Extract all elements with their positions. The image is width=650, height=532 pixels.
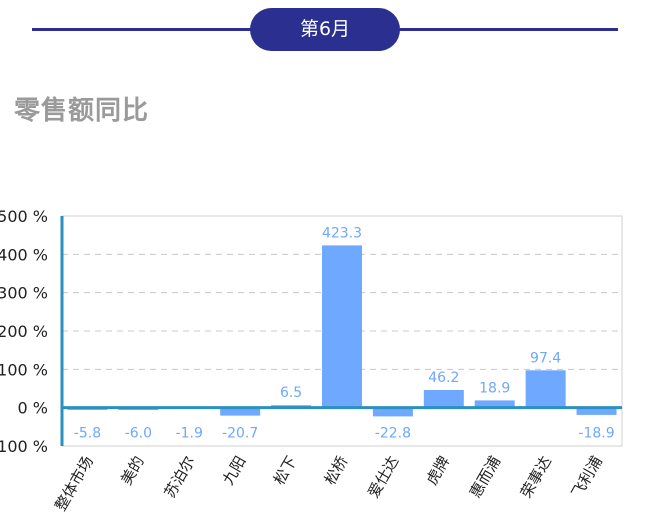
month-badge[interactable]: 第6月 xyxy=(250,8,400,51)
data-label: 423.3 xyxy=(322,225,362,241)
x-tick-label: 虎牌 xyxy=(423,453,454,488)
data-label: -1.9 xyxy=(176,426,203,442)
bar xyxy=(525,370,566,408)
y-tick-label: 300 % xyxy=(0,284,48,303)
y-tick-label: 500 % xyxy=(0,207,48,226)
x-tick-label: 惠而浦 xyxy=(466,453,504,501)
y-tick-label: 100 % xyxy=(0,360,48,379)
y-tick-label: 400 % xyxy=(0,245,48,264)
data-label: -22.8 xyxy=(375,426,411,442)
bar xyxy=(220,407,261,416)
bar xyxy=(576,407,617,415)
x-tick-label: 荣事达 xyxy=(517,453,555,501)
header-divider-left xyxy=(32,28,254,31)
x-tick-label: 飞利浦 xyxy=(568,453,606,501)
page-title: 零售额同比 xyxy=(14,96,150,126)
bar xyxy=(474,400,515,408)
data-label: 6.5 xyxy=(280,385,302,401)
bar xyxy=(372,407,413,417)
x-tick-label: 松下 xyxy=(270,453,301,488)
x-tick-label: 美的 xyxy=(117,453,148,488)
x-tick-label: 松桥 xyxy=(321,453,352,488)
data-label: -6.0 xyxy=(125,426,152,442)
y-tick-label: 100 % xyxy=(0,437,48,456)
data-label: 18.9 xyxy=(479,380,510,396)
data-label: 97.4 xyxy=(530,350,561,366)
y-tick-label: 0 % xyxy=(18,399,48,418)
data-label: -20.7 xyxy=(222,426,258,442)
x-tick-label: 苏泊尔 xyxy=(161,453,199,501)
data-label: -5.8 xyxy=(74,426,101,442)
data-label: -18.9 xyxy=(578,426,614,442)
x-tick-label: 九阳 xyxy=(219,453,250,488)
y-tick-label: 200 % xyxy=(0,322,48,341)
x-tick-label: 爱仕达 xyxy=(364,453,402,501)
bar xyxy=(322,245,362,408)
bar-chart: 500 % 400 % 300 % 200 % 100 % 0 % 100 % -5.8 -6.… xyxy=(0,207,623,514)
header-divider-right xyxy=(396,28,618,31)
data-label: 46.2 xyxy=(428,370,459,386)
bar xyxy=(423,389,464,408)
x-tick-label: 整体市场 xyxy=(51,453,97,514)
